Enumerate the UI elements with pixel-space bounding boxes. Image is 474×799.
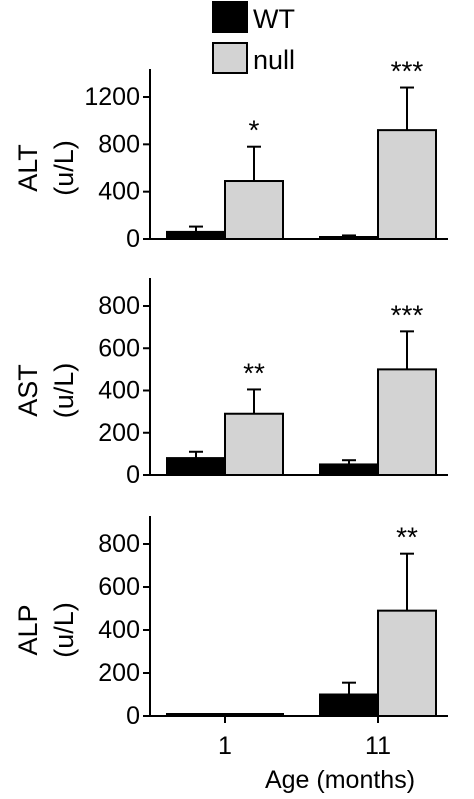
y-tick-label-alt-0: 0 (126, 225, 140, 253)
y-axis-label-alt-2: (u/L) (49, 140, 79, 196)
y-tick-label-alp-200: 200 (98, 659, 140, 687)
y-tick-label-alp-800: 800 (98, 530, 140, 558)
panel-alp: ALP (u/L) ** 0 200 400 600 800 (13, 516, 448, 730)
bar-alt-null-11 (377, 129, 437, 240)
x-tick-label-1: 1 (218, 732, 232, 760)
x-tick-label-11: 11 (365, 732, 391, 760)
legend-swatch-wt (212, 1, 248, 33)
significance-alt-1: * (249, 115, 260, 146)
y-tick-label-ast-200: 200 (98, 419, 140, 447)
bar-alt-null-1 (224, 180, 284, 240)
bar-ast-wt-1 (166, 457, 226, 477)
significance-ast-1: ** (243, 357, 265, 388)
y-axis-label-ast-2: (u/L) (49, 363, 79, 419)
y-axis-label-alp-1: ALP (13, 604, 43, 655)
y-tick-label-ast-0: 0 (126, 461, 140, 489)
bar-alp-wt-11 (319, 693, 379, 717)
bar-alp-null-11 (377, 609, 437, 718)
y-tick-label-alt-800: 800 (98, 130, 140, 158)
bar-ast-null-11 (377, 368, 437, 476)
bar-ast-wt-11 (319, 463, 379, 476)
significance-alp-11: ** (396, 522, 418, 553)
y-tick-label-ast-800: 800 (98, 292, 140, 320)
y-axis-label-alt-1: ALT (13, 144, 43, 192)
legend: WT null (212, 1, 295, 75)
y-tick-label-ast-400: 400 (98, 377, 140, 405)
x-axis-title: Age (months) (265, 766, 415, 794)
legend-label-null: null (253, 45, 295, 75)
bar-ast-null-1 (224, 412, 284, 476)
x-axis: 1 11 Age (months) (218, 716, 415, 794)
y-axis-label-alp-2: (u/L) (49, 602, 79, 658)
significance-ast-11: *** (391, 299, 424, 330)
significance-alt-11: *** (391, 56, 424, 87)
y-tick-label-alp-400: 400 (98, 616, 140, 644)
y-tick-label-ast-600: 600 (98, 334, 140, 362)
y-tick-label-alt-400: 400 (98, 178, 140, 206)
legend-swatch-null (212, 42, 248, 74)
y-tick-label-alt-1200: 1200 (84, 83, 140, 111)
bar-alt-wt-1 (166, 230, 226, 240)
y-tick-label-alp-600: 600 (98, 573, 140, 601)
y-tick-label-alp-0: 0 (126, 702, 140, 730)
y-axis-label-ast-1: AST (13, 364, 43, 417)
legend-label-wt: WT (253, 4, 295, 34)
